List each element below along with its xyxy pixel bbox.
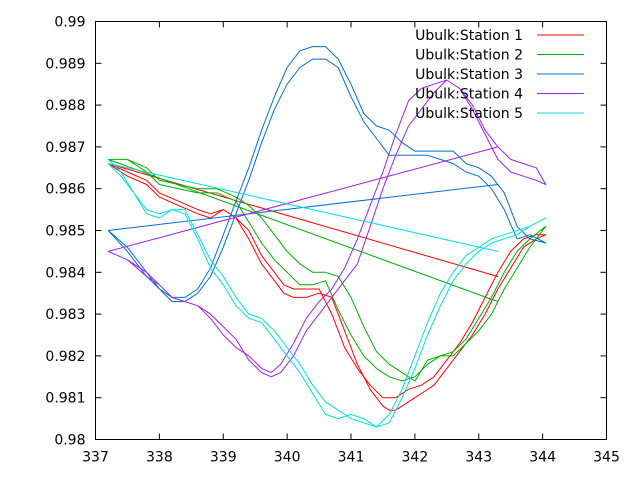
legend: Ubulk:Station 1 Ubulk:Station 2 Ubulk:Stat… (415, 28, 584, 122)
y-tick-label: 0.98 (54, 433, 85, 449)
x-tick-label: 345 (593, 450, 620, 466)
legend-label-4: Ubulk:Station 4 (415, 87, 523, 103)
x-tick-label: 343 (465, 450, 492, 466)
y-tick-label: 0.981 (45, 391, 85, 407)
x-tick-label: 341 (338, 450, 365, 466)
series-layer (107, 46, 547, 428)
y-tick-label: 0.986 (45, 182, 85, 198)
legend-label-2: Ubulk:Station 2 (415, 48, 523, 64)
y-tick-label: 0.989 (45, 56, 85, 72)
series-line-4 (107, 79, 547, 378)
series-line-5 (107, 158, 547, 428)
tick-layer: 337 338 339 340 341 342 343 344 345 0.98 0.981 0.98… (45, 15, 619, 466)
x-tick-label: 339 (210, 450, 237, 466)
x-tick-label: 337 (82, 450, 109, 466)
y-tick-label: 0.987 (45, 140, 85, 156)
x-tick-label: 338 (146, 450, 173, 466)
x-tick-label: 340 (274, 450, 301, 466)
series-line-2 (107, 158, 547, 382)
y-tick-label: 0.983 (45, 307, 85, 323)
y-tick-label: 0.988 (45, 98, 85, 114)
y-tick-label: 0.985 (45, 224, 85, 240)
y-tick-label: 0.984 (45, 265, 85, 281)
x-tick-label: 344 (529, 450, 556, 466)
legend-label-3: Ubulk:Station 3 (415, 67, 523, 83)
y-tick-label: 0.982 (45, 349, 85, 365)
series-line-3 (107, 46, 547, 303)
legend-label-5: Ubulk:Station 5 (415, 106, 523, 122)
series-line-1 (107, 163, 547, 411)
y-tick-label: 0.99 (54, 15, 85, 31)
x-tick-label: 342 (402, 450, 429, 466)
legend-label-1: Ubulk:Station 1 (415, 28, 523, 44)
